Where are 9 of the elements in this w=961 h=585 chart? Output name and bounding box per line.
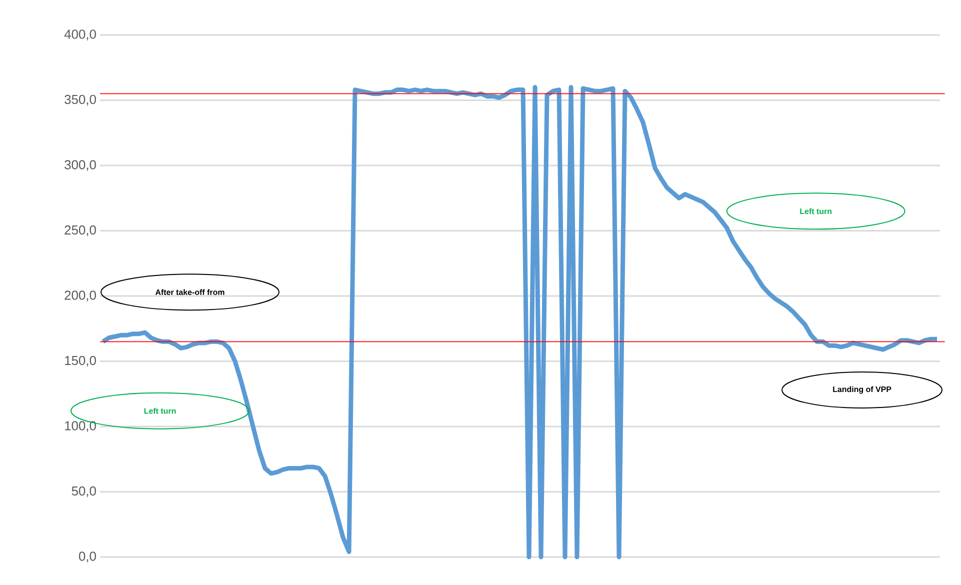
y-tick-label: 100,0 (65, 421, 96, 432)
y-tick-label: 250,0 (64, 225, 96, 236)
y-tick-label: 150,0 (65, 356, 96, 367)
y-tick-label: 0,0 (78, 552, 96, 562)
y-tick-label: 400,0 (64, 30, 96, 40)
y-tick-label: 350,0 (64, 94, 96, 106)
y-tick-label: 50,0 (72, 486, 96, 498)
y-tick-label: 300,0 (64, 160, 96, 171)
y-tick-label: 200,0 (64, 290, 96, 302)
